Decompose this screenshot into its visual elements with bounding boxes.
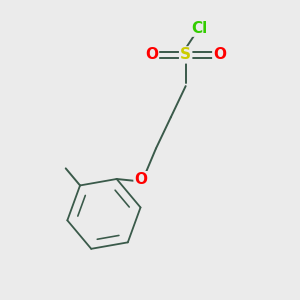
Text: O: O [145, 47, 158, 62]
Text: Cl: Cl [191, 21, 207, 36]
Text: S: S [180, 47, 191, 62]
Text: O: O [213, 47, 226, 62]
Text: O: O [135, 172, 148, 187]
